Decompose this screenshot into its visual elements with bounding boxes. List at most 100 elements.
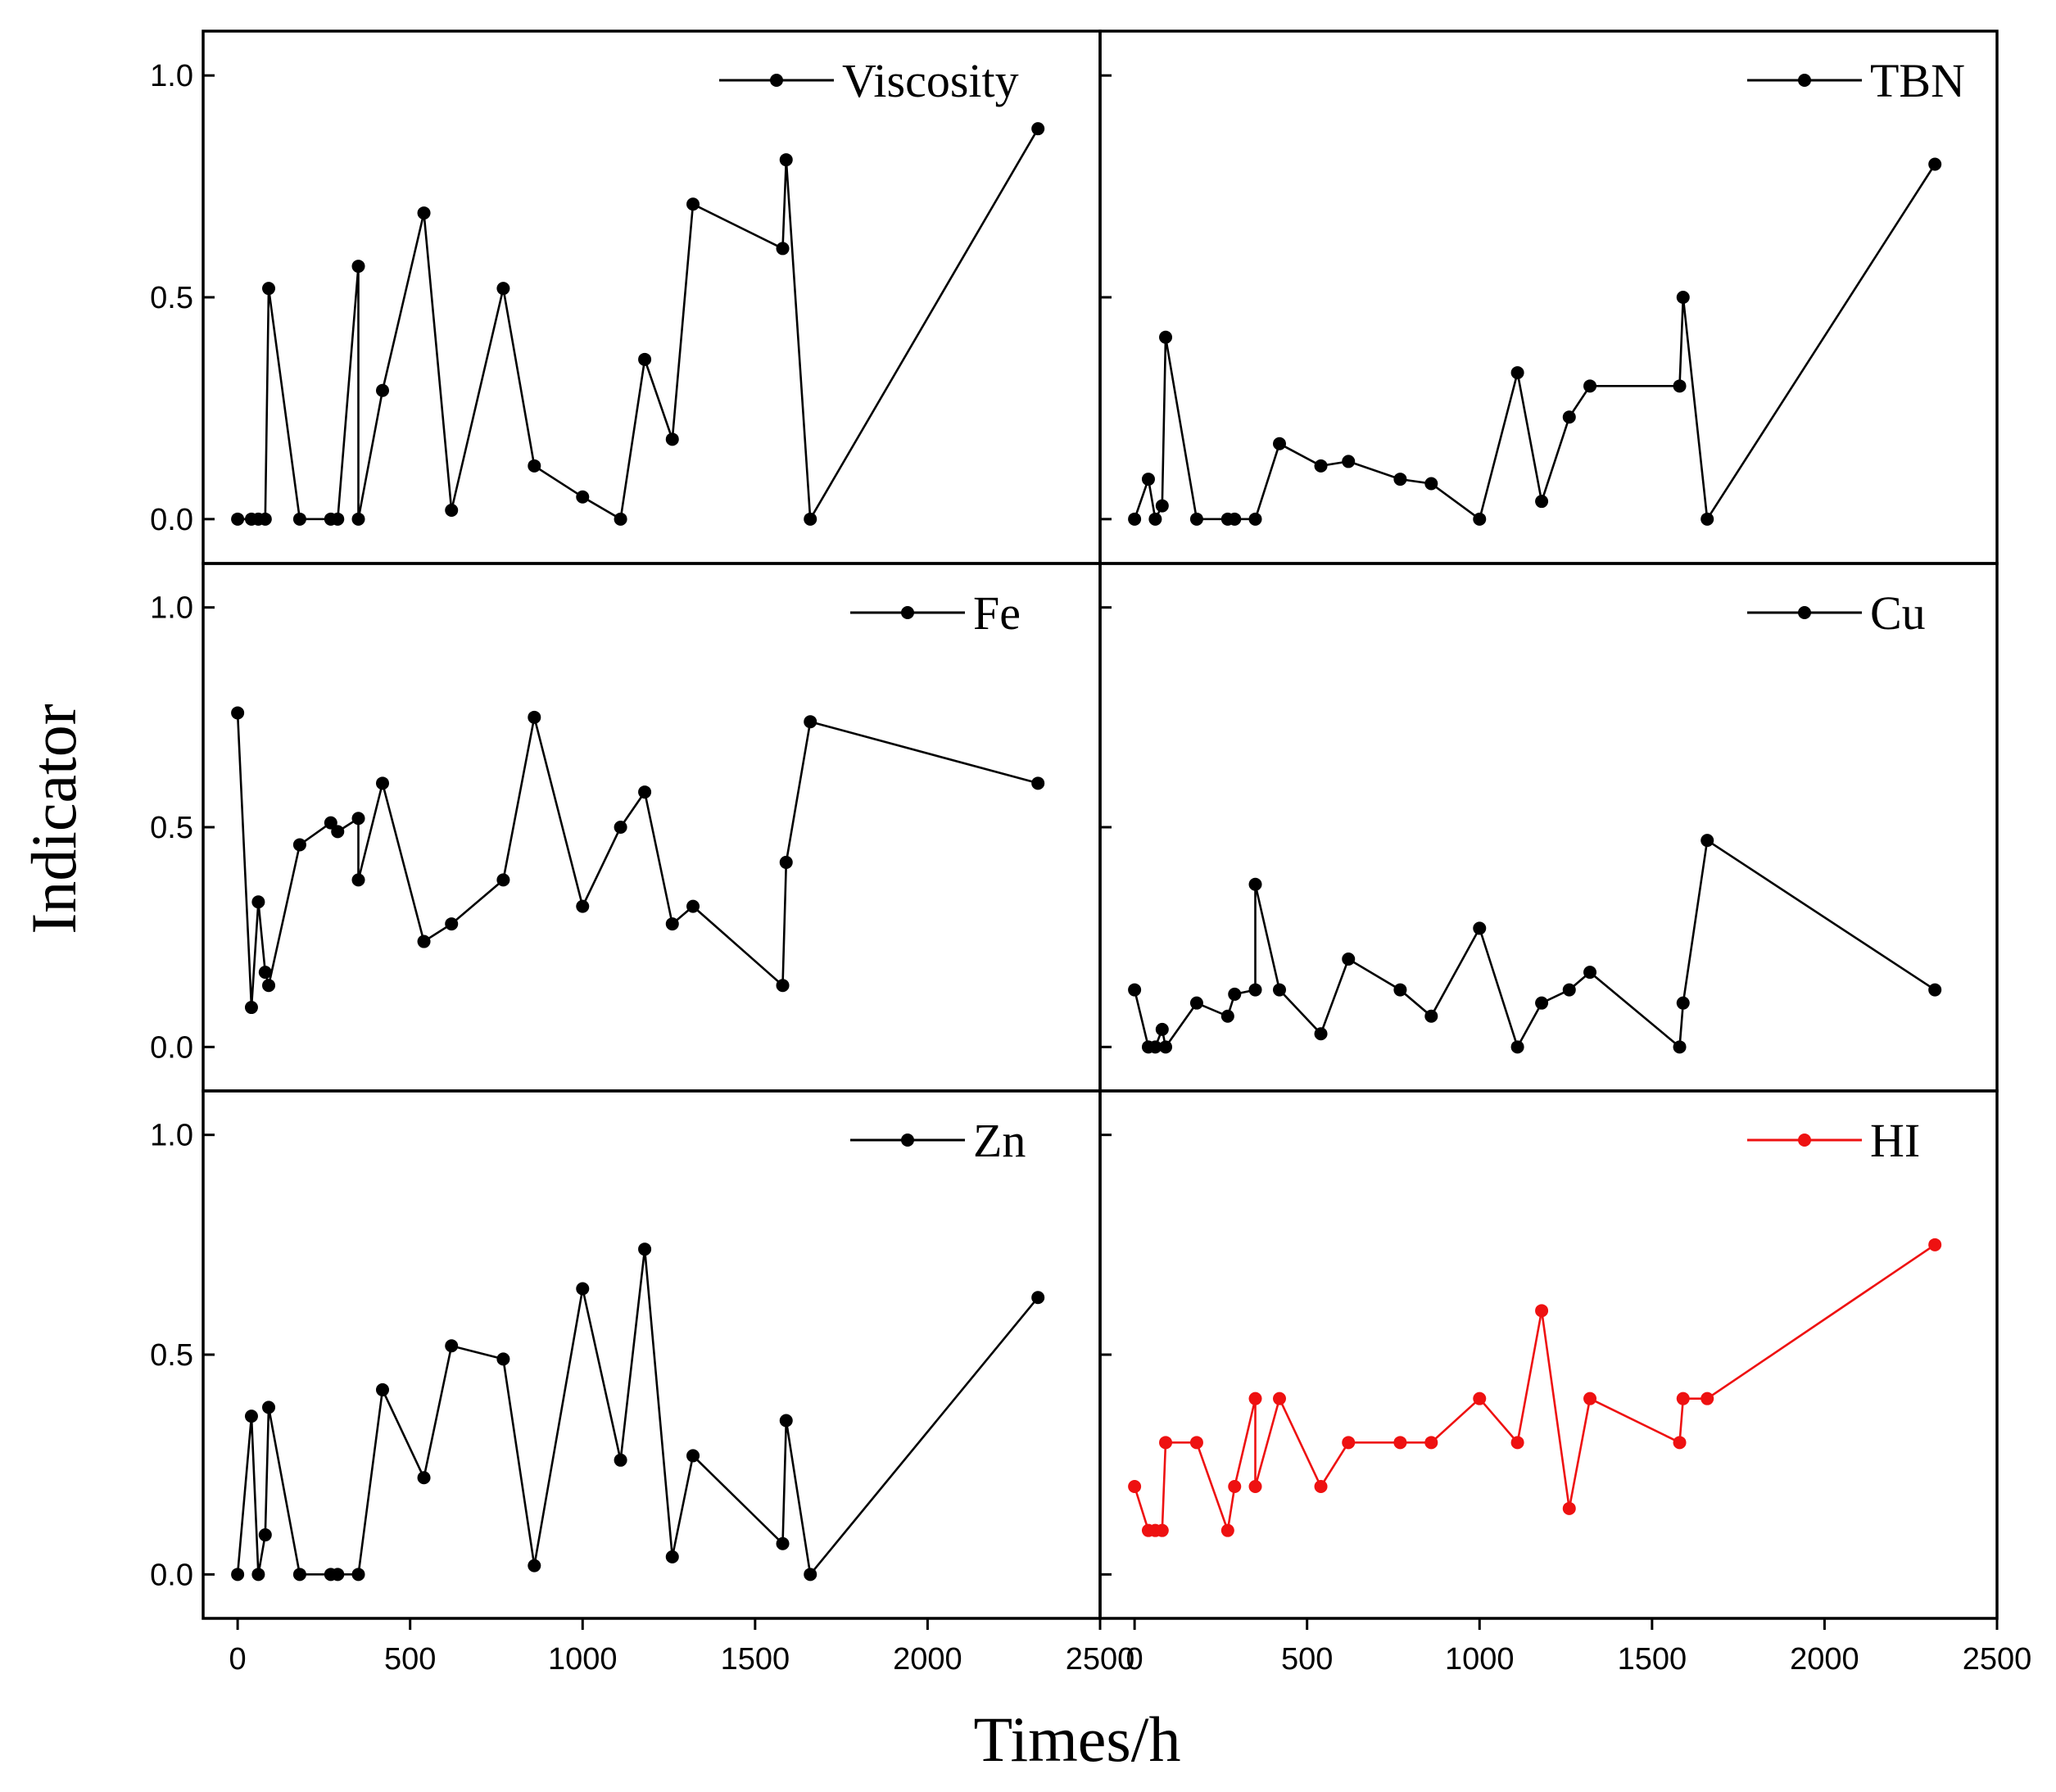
legend-label: Fe: [973, 586, 1021, 640]
data-point-hi: [1228, 1480, 1242, 1493]
data-point-zn: [331, 1568, 345, 1582]
data-point-hi: [1424, 1436, 1438, 1450]
y-tick-label: 0.5: [150, 811, 193, 845]
data-point-viscosity: [528, 459, 541, 473]
data-point-viscosity: [804, 512, 817, 526]
data-point-zn: [445, 1339, 459, 1353]
data-point-hi: [1273, 1392, 1286, 1405]
y-tick-label: 0.5: [150, 1338, 193, 1373]
legend-marker: [1798, 606, 1811, 619]
data-point-cu: [1273, 983, 1286, 997]
data-point-zn: [665, 1550, 679, 1563]
legend-marker: [770, 74, 783, 87]
data-point-cu: [1676, 996, 1690, 1010]
data-point-hi: [1676, 1392, 1690, 1405]
data-point-zn: [576, 1282, 590, 1296]
data-point-zn: [804, 1568, 817, 1582]
data-point-tbn: [1342, 455, 1356, 468]
data-point-tbn: [1583, 379, 1597, 393]
legend-zn: Zn: [850, 1114, 1026, 1167]
data-point-viscosity: [665, 432, 679, 446]
data-point-fe: [576, 899, 590, 913]
x-tick-label: 500: [1281, 1642, 1333, 1677]
data-point-tbn: [1928, 157, 1942, 171]
data-point-cu: [1673, 1040, 1687, 1054]
y-axis-title: Indicator: [18, 704, 89, 934]
y-tick-label: 1.0: [150, 591, 193, 626]
data-point-tbn: [1189, 512, 1203, 526]
data-point-zn: [231, 1568, 245, 1582]
legend-label: Viscosity: [842, 54, 1019, 107]
x-tick-label: 2000: [1790, 1642, 1859, 1677]
x-tick-label: 0: [229, 1642, 247, 1677]
x-tick-label: 2500: [1066, 1642, 1135, 1677]
data-point-hi: [1673, 1436, 1687, 1450]
data-point-tbn: [1148, 512, 1162, 526]
data-point-viscosity: [376, 383, 389, 397]
data-point-hi: [1220, 1523, 1234, 1537]
legend-marker: [1798, 74, 1811, 87]
legend-label: Cu: [1870, 586, 1926, 640]
data-point-fe: [665, 917, 679, 931]
data-point-zn: [1031, 1291, 1045, 1305]
data-point-fe: [258, 966, 272, 980]
legend-marker: [901, 1134, 914, 1147]
panel-zn: Zn: [202, 1089, 1102, 1630]
data-point-tbn: [1314, 459, 1328, 473]
data-point-viscosity: [417, 206, 431, 220]
data-point-fe: [351, 812, 365, 826]
data-point-cu: [1473, 921, 1487, 935]
data-point-zn: [614, 1453, 627, 1467]
data-point-hi: [1159, 1436, 1173, 1450]
data-point-fe: [231, 706, 245, 720]
data-point-hi: [1189, 1436, 1203, 1450]
data-point-fe: [686, 899, 700, 913]
data-point-viscosity: [638, 352, 652, 366]
data-point-cu: [1535, 996, 1549, 1010]
data-point-cu: [1393, 983, 1407, 997]
data-point-hi: [1248, 1480, 1262, 1493]
data-point-viscosity: [445, 504, 459, 517]
series-line-viscosity: [238, 128, 1039, 523]
data-point-viscosity: [686, 197, 700, 211]
data-point-hi: [1928, 1238, 1942, 1251]
data-point-cu: [1148, 1040, 1162, 1054]
x-tick-label: 1000: [548, 1642, 618, 1677]
y-tick-label: 0.5: [150, 281, 193, 315]
data-point-fe: [351, 873, 365, 887]
data-point-zn: [376, 1382, 389, 1396]
data-point-cu: [1342, 953, 1356, 966]
data-point-tbn: [1159, 330, 1173, 344]
data-point-fe: [779, 855, 793, 869]
data-point-viscosity: [1031, 122, 1045, 136]
x-tick-label: 2000: [893, 1642, 962, 1677]
legend-label: Zn: [973, 1114, 1026, 1167]
data-point-cu: [1155, 1022, 1169, 1036]
data-point-fe: [445, 917, 459, 931]
data-point-tbn: [1393, 473, 1407, 486]
data-point-fe: [376, 776, 389, 790]
axes-layer: 0.0 0.5 1.0 0.0 0.5 1.0 0.0 0.5 1.0 0 500 1000 1500 2…: [150, 59, 2031, 1677]
data-point-zn: [496, 1352, 510, 1366]
legend-tbn: TBN: [1747, 54, 1965, 107]
data-point-fe: [528, 710, 541, 724]
data-point-tbn: [1248, 512, 1262, 526]
data-point-tbn: [1701, 512, 1714, 526]
x-tick-label: 1500: [1618, 1642, 1687, 1677]
data-point-viscosity: [496, 282, 510, 296]
data-point-tbn: [1673, 379, 1687, 393]
data-point-cu: [1159, 1040, 1173, 1054]
legend-marker: [901, 606, 914, 619]
data-point-fe: [1031, 776, 1045, 790]
x-axis-title: Times/h: [974, 1704, 1181, 1775]
data-point-zn: [262, 1401, 276, 1414]
data-point-hi: [1248, 1392, 1262, 1405]
y-tick-label: 1.0: [150, 1119, 193, 1153]
x-tick-label: 0: [1126, 1642, 1143, 1677]
data-point-zn: [638, 1242, 652, 1256]
data-point-tbn: [1562, 410, 1576, 424]
data-point-zn: [244, 1410, 258, 1423]
data-point-tbn: [1535, 495, 1549, 509]
y-tick-label: 1.0: [150, 59, 193, 93]
